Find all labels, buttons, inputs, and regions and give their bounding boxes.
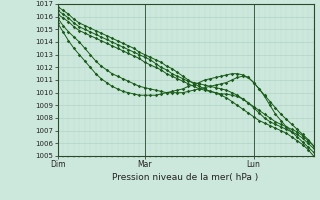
X-axis label: Pression niveau de la mer( hPa ): Pression niveau de la mer( hPa ) [112,173,259,182]
